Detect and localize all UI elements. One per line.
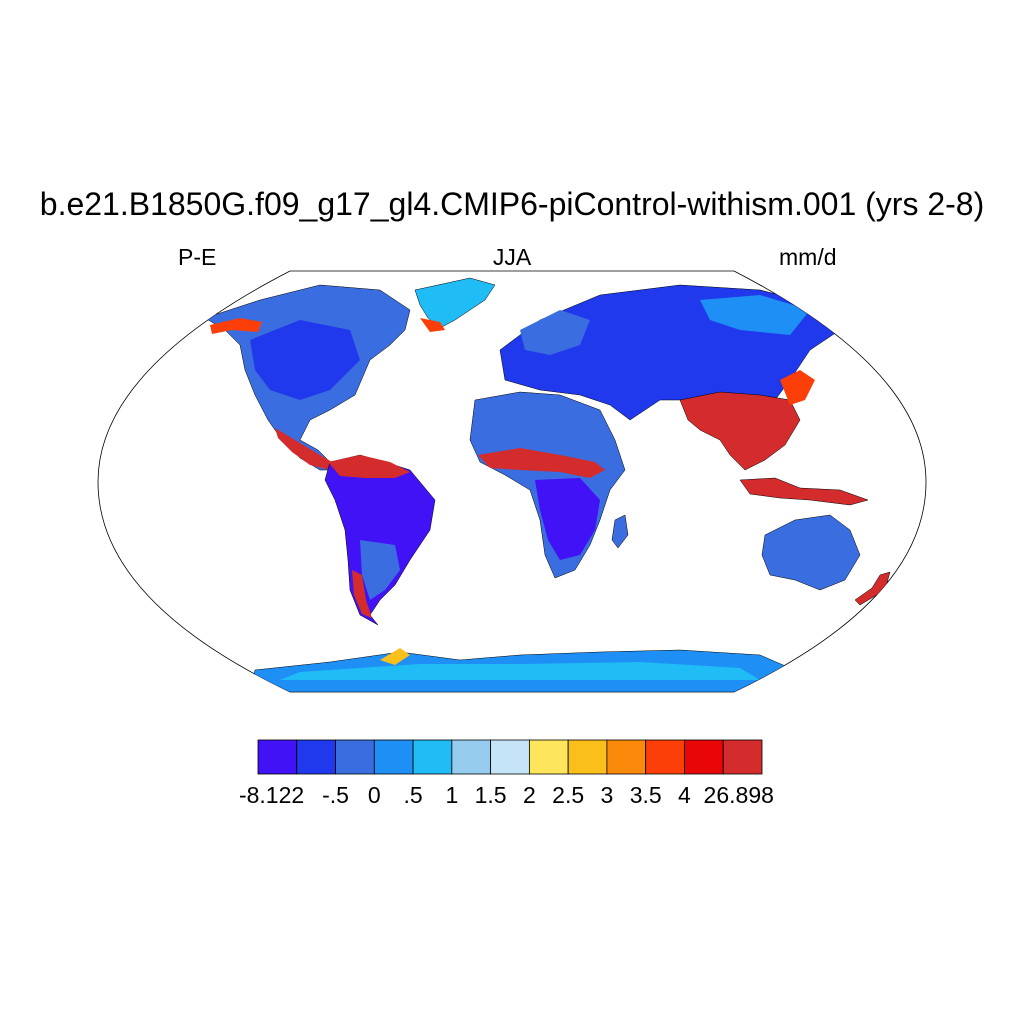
new-zealand	[854, 571, 891, 606]
amazon-north-wet	[328, 455, 410, 478]
south-asia-monsoon	[679, 391, 801, 471]
colorbar-label: -8.122	[238, 782, 305, 808]
indonesia	[739, 477, 869, 506]
east-asia-coast	[780, 370, 815, 405]
colorbar-label: 26.898	[703, 782, 774, 808]
greenland-coast	[420, 318, 445, 332]
sahel-band	[478, 448, 605, 478]
pacific-nw-coast	[210, 318, 262, 334]
australia-region	[761, 514, 861, 591]
south-america-region	[324, 454, 436, 626]
colorbar-label: 4	[678, 782, 691, 808]
south-america-south	[360, 540, 400, 600]
europe-north	[520, 310, 590, 355]
central-america-wet	[275, 428, 332, 470]
madagascar	[611, 514, 629, 549]
colorbar-label: 3.5	[629, 782, 662, 808]
greenland-region	[414, 277, 496, 329]
antarctica-interior	[280, 662, 760, 680]
variable-label: P-E	[178, 244, 217, 270]
siberia-east	[700, 295, 810, 335]
season-label: JJA	[492, 244, 532, 270]
canada-highlands	[250, 320, 360, 400]
colorbar-label: 2	[522, 782, 536, 808]
units-label: mm/d	[779, 244, 837, 270]
colorbar-label: 1	[445, 782, 459, 808]
colorbar-label: 0	[367, 782, 381, 808]
colorbar-label: .5	[403, 782, 423, 808]
central-africa-dry	[535, 478, 600, 560]
colorbar-label: 1.5	[474, 782, 507, 808]
patagonia-wet	[352, 570, 372, 618]
colorbar-label: -.5	[322, 782, 349, 808]
map-title: b.e21.B1850G.f09_g17_gl4.CMIP6-piControl…	[39, 186, 985, 222]
antarctic-peninsula	[380, 648, 410, 665]
colorbar-label: 2.5	[552, 782, 585, 808]
colorbar-label: 3	[600, 782, 614, 808]
